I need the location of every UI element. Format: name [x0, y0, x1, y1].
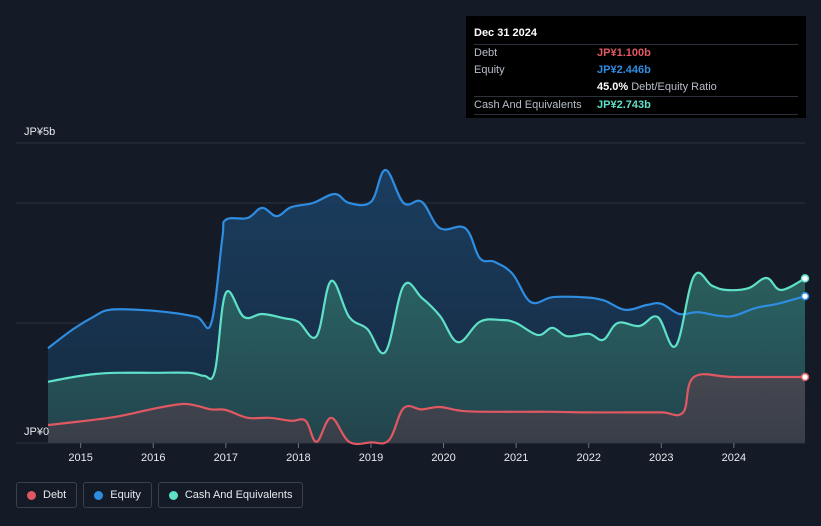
x-axis-ticks: 2015 2016 2017 2018 2019 2020 2021 2022 2023 2024	[68, 443, 746, 464]
tooltip-row-debt: Debt JP¥1.100b	[474, 44, 798, 62]
x-tick-label: 2020	[431, 452, 455, 464]
x-tick-label: 2018	[286, 452, 310, 464]
legend-item-cash[interactable]: Cash And Equivalents	[157, 482, 304, 508]
legend-debt-dot-icon	[27, 490, 36, 500]
legend: Debt Equity Cash And Equivalents	[16, 482, 304, 510]
legend-cash-label: Cash And Equivalents	[184, 489, 293, 501]
series-end-markers	[800, 274, 810, 382]
debt-end-marker	[800, 372, 810, 382]
equity-end-marker	[800, 291, 810, 301]
x-tick-label: 2016	[141, 452, 165, 464]
tooltip-row-ratio: 45.0% Debt/Equity Ratio	[474, 79, 798, 96]
x-tick-label: 2023	[649, 452, 673, 464]
cash-and-equivalents-area	[48, 272, 805, 443]
x-tick-label: 2019	[359, 452, 383, 464]
y-axis-bottom-label: JP¥0	[24, 426, 49, 438]
tooltip-equity-label: Equity	[474, 64, 505, 76]
tooltip-equity-value: JP¥2.446b	[597, 64, 651, 76]
tooltip-ratio-value: 45.0%	[597, 81, 629, 93]
tooltip-row-equity: Equity JP¥2.446b	[474, 62, 798, 79]
legend-item-equity[interactable]: Equity	[83, 482, 152, 508]
tooltip-bottom-rule	[474, 114, 798, 116]
legend-cash-dot-icon	[168, 490, 178, 500]
x-tick-label: 2024	[722, 452, 746, 464]
equity-line	[47, 168, 806, 350]
x-tick-label: 2022	[576, 452, 600, 464]
tooltip-debt-value: JP¥1.100b	[597, 47, 651, 59]
tooltip-ratio-spacer	[474, 79, 597, 96]
legend-equity-dot-icon	[94, 490, 104, 500]
tooltip-cash-value: JP¥2.743b	[597, 99, 651, 111]
series-areas	[48, 169, 805, 445]
tooltip-cash-label: Cash And Equivalents	[474, 99, 582, 111]
y-axis-top-label: JP¥5b	[24, 126, 55, 138]
legend-item-debt[interactable]: Debt	[16, 482, 78, 508]
x-tick-label: 2017	[214, 452, 238, 464]
tooltip-ratio-label: Debt/Equity Ratio	[631, 81, 717, 93]
series-lines	[47, 168, 806, 446]
x-tick-label: 2015	[68, 452, 92, 464]
tooltip-date: Dec 31 2024	[474, 27, 537, 39]
debt-line	[47, 373, 805, 446]
tooltip-row-cash: Cash And Equivalents JP¥2.743b	[474, 96, 798, 114]
tooltip-debt-label: Debt	[474, 47, 498, 59]
legend-debt-label: Debt	[43, 489, 67, 501]
x-tick-label: 2021	[504, 452, 528, 464]
cash-and-equivalents-line	[47, 271, 806, 383]
legend-equity-label: Equity	[110, 489, 141, 501]
tooltip-panel: Dec 31 2024 Debt JP¥1.100b Equity JP¥2.4…	[466, 16, 806, 118]
cash-and-equivalents-end-marker	[800, 274, 810, 283]
